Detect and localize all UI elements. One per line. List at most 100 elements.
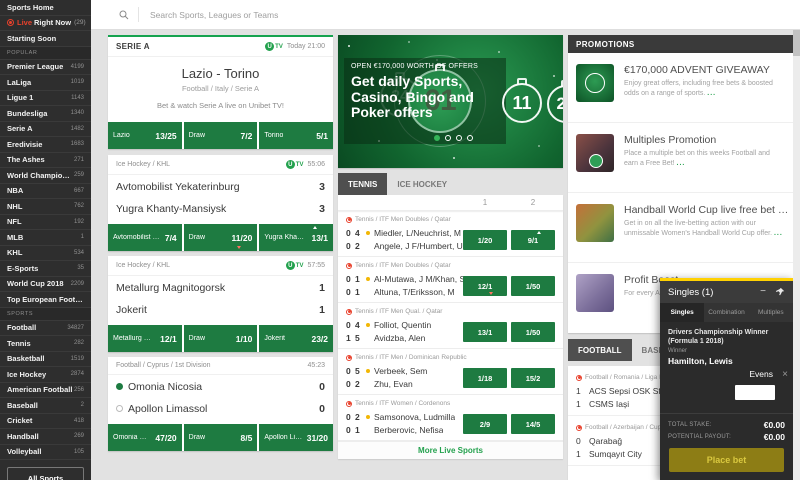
sidebar-item[interactable]: Tennis 282 <box>0 336 91 352</box>
tab-ice-hockey[interactable]: ICE HOCKEY <box>397 179 448 189</box>
odds-button-player1[interactable]: 12/1 <box>463 276 507 296</box>
sidebar-item[interactable]: NBA 667 <box>0 184 91 199</box>
odds-button-home[interactable]: Omonia Nicosia 47/20 <box>108 424 182 451</box>
sidebar-item[interactable]: The Ashes 271 <box>0 153 91 168</box>
odds-button-player2[interactable]: 1/50 <box>511 276 555 296</box>
odds-button-player1[interactable]: 13/1 <box>463 322 507 342</box>
sidebar-item[interactable]: KHL 534 <box>0 246 91 261</box>
sidebar-item[interactable]: Eredivisie 1683 <box>0 137 91 153</box>
sidebar-item[interactable]: Baseball 2 <box>0 398 91 414</box>
live-match[interactable]: Tennis / ITF Men Doubles / Qatar 0 4 Mie… <box>338 211 563 257</box>
minimize-icon[interactable]: − <box>760 286 766 297</box>
promotion-item[interactable]: Handball World Cup live free bet offer G… <box>568 193 793 263</box>
carousel-dot-active[interactable] <box>434 135 440 141</box>
bet-market-label: Winner <box>668 348 688 355</box>
tab-tennis[interactable]: TENNIS <box>338 173 388 195</box>
promo-thumbnail <box>576 134 614 172</box>
odds-button-draw[interactable]: Draw 11/20 <box>183 224 258 251</box>
sidebar-item[interactable]: Ligue 1 1143 <box>0 91 91 106</box>
stake-input[interactable] <box>735 385 775 401</box>
live-icon <box>7 19 14 27</box>
sidebar-item[interactable]: Basketball 1519 <box>0 352 91 367</box>
total-stake-value: €0.00 <box>763 420 785 430</box>
odds-button-player2[interactable]: 9/1 <box>511 230 555 250</box>
odds-button-home[interactable]: Metallurg Magn... 12/1 <box>108 325 182 352</box>
scrollbar-thumb[interactable] <box>793 30 800 56</box>
sidebar-item-live-right-now[interactable]: Live Right Now (29) <box>0 16 91 31</box>
team-row: Metallurg Magnitogorsk 1 <box>116 281 325 294</box>
betslip-tab-multiples[interactable]: Multiples <box>757 309 784 316</box>
pin-icon[interactable] <box>775 287 785 297</box>
live-match[interactable]: Tennis / ITF Men / Dominican Republic 0 … <box>338 349 563 395</box>
odds-pair: 2/9 14/5 <box>463 414 555 434</box>
odds-button-draw[interactable]: Draw 8/5 <box>183 424 258 451</box>
sidebar-item[interactable]: World Cup 2018 2209 <box>0 277 91 292</box>
sidebar-item[interactable]: Bundesliga 1340 <box>0 106 91 122</box>
sidebar-item[interactable]: Ice Hockey 2874 <box>0 367 91 383</box>
odds-button-away[interactable]: Jokerit 23/2 <box>259 325 334 352</box>
sidebar-item[interactable]: NFL 192 <box>0 215 91 230</box>
sidebar-item[interactable]: MLB 1 <box>0 230 91 246</box>
sidebar-item[interactable]: Top European Football <box>0 292 91 308</box>
sidebar-item[interactable]: Volleyball 105 <box>0 445 91 460</box>
sidebar-item[interactable]: Football 34827 <box>0 321 91 336</box>
sidebar-item[interactable]: Cricket 418 <box>0 414 91 429</box>
odds-button-draw[interactable]: Draw 7/2 <box>183 122 258 149</box>
live-match[interactable]: Tennis / ITF Men Qual. / Qatar 0 4 Folli… <box>338 303 563 349</box>
tab-football[interactable]: FOOTBALL <box>568 339 632 361</box>
odds-button-home[interactable]: Lazio 13/25 <box>108 122 182 149</box>
odds-button-player1[interactable]: 1/20 <box>463 230 507 250</box>
carousel-dot[interactable] <box>467 135 473 141</box>
odds-button-player2[interactable]: 1/50 <box>511 322 555 342</box>
advent-promo-banner[interactable]: 24 01 11 22 OPEN €170,000 WORTH OF OFFER… <box>338 35 563 168</box>
sidebar-item[interactable]: World Championship (W) 259 <box>0 168 91 184</box>
place-bet-button[interactable]: Place bet <box>669 448 784 472</box>
sidebar-section-sports: SPORTS <box>0 307 91 321</box>
sidebar-item-sports-home[interactable]: Sports Home <box>0 0 91 16</box>
sidebar-item[interactable]: American Football 256 <box>0 383 91 398</box>
sidebar-item[interactable]: E-Sports 35 <box>0 261 91 277</box>
sidebar-item[interactable]: NHL 762 <box>0 199 91 215</box>
odds-button-player2[interactable]: 14/5 <box>511 414 555 434</box>
promo-title: Multiples Promotion <box>624 134 717 146</box>
live-match[interactable]: Tennis / ITF Women / Cordenons 0 2 Samso… <box>338 395 563 441</box>
odds-button-player2[interactable]: 15/2 <box>511 368 555 388</box>
sidebar-item[interactable]: Premier League 4199 <box>0 60 91 75</box>
more-live-sports-link[interactable]: More Live Sports <box>338 441 563 459</box>
scrollbar[interactable] <box>793 30 800 480</box>
promotion-item[interactable]: €170,000 ADVENT GIVEAWAY Enjoy great off… <box>568 53 793 123</box>
sidebar-item-starting-soon[interactable]: Starting Soon <box>0 31 91 47</box>
sidebar-item[interactable]: Serie A 1482 <box>0 122 91 137</box>
search-input[interactable] <box>148 8 800 21</box>
live-match[interactable]: Tennis / ITF Men Doubles / Qatar 0 1 Al-… <box>338 257 563 303</box>
odds-button-draw[interactable]: Draw 1/10 <box>183 325 258 352</box>
betslip-tab-singles[interactable]: Singles <box>660 303 705 322</box>
match-card[interactable]: Ice Hockey / KHL U TV 55:06 Avtomobilist… <box>108 155 334 251</box>
all-sports-button[interactable]: All Sports <box>7 467 84 480</box>
carousel-dots <box>434 135 473 141</box>
match-card[interactable]: Football / Cyprus / 1st Division 45:23 O… <box>108 357 334 451</box>
featured-match-card[interactable]: SERIE A U TV Today 21:00 Lazio - Torino … <box>108 35 334 149</box>
read-more-link[interactable]: ... <box>773 230 783 238</box>
promotion-item[interactable]: Profit Boost For every As <box>568 263 793 333</box>
sidebar-item[interactable]: LaLiga 1019 <box>0 75 91 91</box>
sidebar-item[interactable]: Handball 269 <box>0 429 91 445</box>
odds-button-player1[interactable]: 2/9 <box>463 414 507 434</box>
carousel-dot[interactable] <box>456 135 462 141</box>
odds-button-player1[interactable]: 1/18 <box>463 368 507 388</box>
betslip-tab-combination[interactable]: Combination <box>708 309 745 316</box>
odds-button-away[interactable]: Torino 5/1 <box>259 122 334 149</box>
match-clock: 45:23 <box>307 362 325 369</box>
promotion-item[interactable]: Multiples Promotion Place a multiple bet… <box>568 123 793 193</box>
odds-button-home[interactable]: Avtomobilist Yek... 7/4 <box>108 224 182 251</box>
odds-button-away[interactable]: Yugra Khanty-... 13/1 <box>259 224 334 251</box>
read-more-link[interactable]: ... <box>676 160 686 168</box>
carousel-dot[interactable] <box>445 135 451 141</box>
potential-payout-label: POTENTIAL PAYOUT: <box>668 434 731 440</box>
match-card[interactable]: Ice Hockey / KHL U TV 57:55 Metallurg Ma… <box>108 256 334 352</box>
tennis-match-list: Tennis / ITF Men Doubles / Qatar 0 4 Mie… <box>338 211 563 441</box>
read-more-link[interactable]: ... <box>707 90 717 98</box>
remove-selection-icon[interactable]: × <box>782 369 788 380</box>
odds-button-away[interactable]: Apollon Limas... 31/20 <box>259 424 334 451</box>
betslip-header[interactable]: Singles (1) − <box>660 281 793 303</box>
